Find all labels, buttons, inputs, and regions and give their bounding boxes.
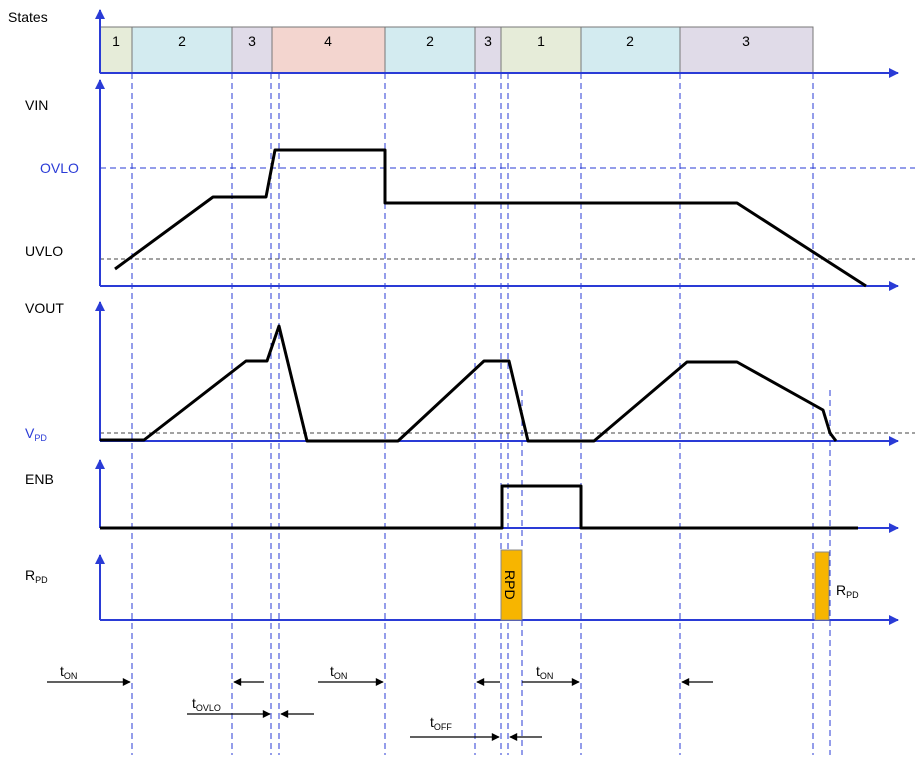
state-cell-label: 4	[324, 33, 332, 49]
state-cell-label: 3	[742, 33, 750, 49]
toff-label: tOFF	[430, 714, 452, 732]
traces	[100, 148, 867, 530]
rpd-label: RPD	[25, 567, 48, 585]
vpd-label: VPD	[25, 425, 47, 443]
tovlo-label: tOVLO	[192, 695, 221, 713]
state-cell-label: 2	[626, 33, 634, 49]
state-cell	[580, 26, 681, 74]
vout-label: VOUT	[25, 300, 64, 316]
uvlo-label: UVLO	[25, 243, 63, 259]
state-cell	[474, 26, 502, 74]
state-cell-label: 3	[248, 33, 256, 49]
vin-label: VIN	[25, 97, 48, 113]
enb-label: ENB	[25, 471, 54, 487]
timing-arrows	[47, 678, 713, 741]
state-cell-label: 2	[426, 33, 434, 49]
ovlo-label: OVLO	[40, 160, 79, 176]
state-cell-label: 1	[537, 33, 545, 49]
enb-trace	[100, 484, 858, 530]
ton-label: tON	[60, 663, 77, 681]
ton-label: tON	[536, 663, 553, 681]
rpd-pulse	[814, 551, 830, 621]
state-cell-label: 2	[178, 33, 186, 49]
rpd-pulse	[500, 549, 523, 621]
state-cell	[271, 26, 386, 74]
rpd-pulse-label: RPD	[502, 570, 518, 600]
state-cell-label: 1	[112, 33, 120, 49]
guide-lines	[131, 73, 831, 755]
state-cell-label: 3	[484, 33, 492, 49]
vout-trace	[100, 324, 838, 443]
states-title: States	[8, 9, 48, 25]
rpd-pulse-right-label: RPD	[836, 582, 859, 600]
ton-label: tON	[330, 663, 347, 681]
state-bar: 1 2 3 4 2 3 1 2 3	[99, 26, 814, 74]
state-cell	[131, 26, 233, 74]
vin-trace	[114, 148, 867, 288]
